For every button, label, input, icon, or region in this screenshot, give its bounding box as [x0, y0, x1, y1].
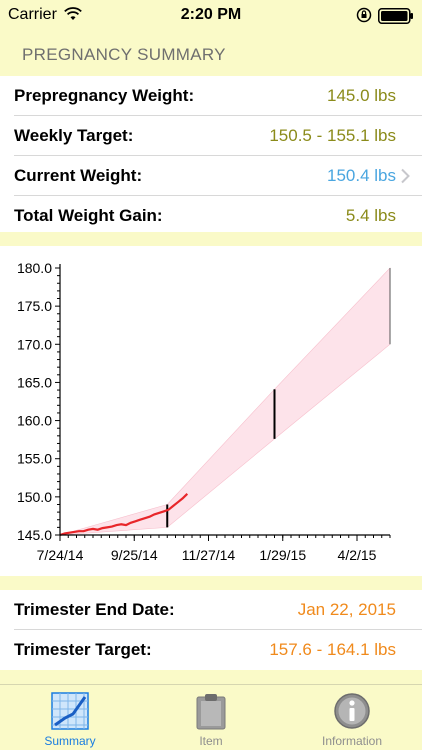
row-value: 150.5 - 155.1 lbs: [269, 126, 396, 145]
weight-series-line: [59, 493, 189, 537]
y-tick-label: 145.0: [17, 527, 52, 543]
y-tick-label: 170.0: [17, 336, 52, 352]
row-value: 5.4 lbs: [345, 206, 396, 225]
info-icon: [334, 693, 370, 729]
current-weight-row[interactable]: Current Weight: 150.4 lbs: [0, 156, 422, 196]
tab-label: Item: [199, 734, 223, 748]
x-tick-label: 9/25/14: [111, 547, 158, 563]
row-divider: [14, 155, 422, 156]
x-tick-label: 4/2/15: [338, 547, 377, 563]
prepregnancy-weight-row: Prepregnancy Weight: 145.0 lbs: [0, 76, 422, 116]
tab-summary[interactable]: Summary: [0, 685, 140, 750]
row-divider: [14, 195, 422, 196]
y-tick-label: 155.0: [17, 451, 52, 467]
tab-label: Information: [321, 734, 383, 748]
row-divider: [14, 115, 422, 116]
trimester-target-row: Trimester Target: 157.6 - 164.1 lbs: [0, 630, 422, 670]
tab-item[interactable]: Item: [141, 685, 281, 750]
y-tick-label: 160.0: [17, 413, 52, 429]
row-value: 145.0 lbs: [327, 86, 396, 105]
x-tick-label: 11/27/14: [182, 547, 236, 563]
carrier-label: Carrier: [8, 6, 57, 23]
battery-icon: [378, 8, 413, 24]
summary-chart-icon: [51, 692, 89, 730]
y-tick-label: 165.0: [17, 374, 52, 390]
weight-chart: 145.0 150.0 155.0 160.0 165.0 170.0 175.0 180.0…: [0, 246, 422, 576]
page-title: PREGNANCY SUMMARY: [22, 45, 226, 64]
row-label: Prepregnancy Weight:: [14, 86, 195, 105]
status-time: 2:20 PM: [180, 6, 242, 23]
weekly-target-row: Weekly Target: 150.5 - 155.1 lbs: [0, 116, 422, 156]
status-bar: Carrier 2:20 PM: [0, 0, 422, 30]
chevron-right-icon: [401, 168, 410, 184]
y-tick-label: 180.0: [17, 260, 52, 276]
section-divider: [0, 670, 422, 684]
row-value: 150.4 lbs: [327, 166, 396, 185]
row-label: Weekly Target:: [14, 126, 134, 145]
section-divider: [0, 232, 422, 246]
tab-bar: Summary Item Information: [0, 684, 422, 750]
x-tick-label: 7/24/14: [37, 547, 84, 563]
row-label: Total Weight Gain:: [14, 206, 163, 225]
target-range-band: [59, 267, 391, 536]
weight-chart-svg: 145.0 150.0 155.0 160.0 165.0 170.0 175.0 180.0…: [17, 260, 391, 563]
wifi-icon: [64, 7, 82, 20]
y-tick-label: 150.0: [17, 489, 52, 505]
tab-label: Summary: [44, 734, 96, 748]
row-label: Trimester Target:: [14, 640, 152, 659]
y-tick-label: 175.0: [17, 298, 52, 314]
trimester-end-date-row: Trimester End Date: Jan 22, 2015: [0, 590, 422, 630]
row-label: Current Weight:: [14, 166, 143, 185]
row-value: Jan 22, 2015: [297, 600, 396, 619]
row-divider: [14, 629, 422, 630]
x-tick-label: 1/29/15: [259, 547, 306, 563]
section-header: PREGNANCY SUMMARY: [0, 30, 422, 76]
tab-information[interactable]: Information: [282, 685, 422, 750]
rotation-lock-icon: [356, 7, 372, 23]
section-divider: [0, 576, 422, 590]
clipboard-icon: [196, 694, 226, 730]
row-value: 157.6 - 164.1 lbs: [269, 640, 396, 659]
row-label: Trimester End Date:: [14, 600, 175, 619]
total-weight-gain-row: Total Weight Gain: 5.4 lbs: [0, 196, 422, 236]
